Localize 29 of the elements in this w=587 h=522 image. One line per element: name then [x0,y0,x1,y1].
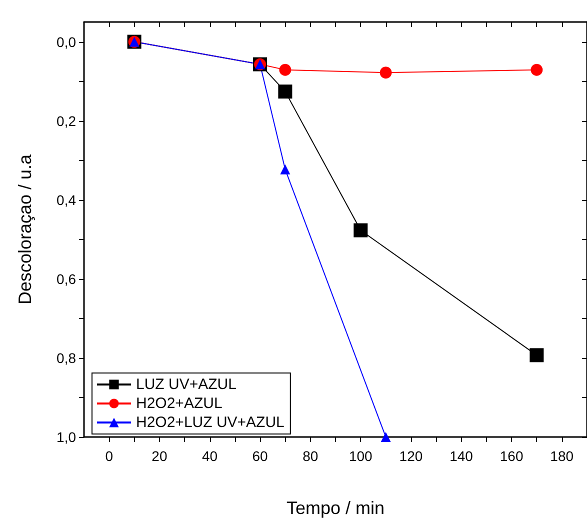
x-tick-label: 140 [450,448,474,464]
y-tick-label: 1,0 [56,429,76,445]
point [280,164,290,174]
legend-label: H2O2+AZUL [136,395,222,412]
point [380,66,392,79]
point [380,432,391,442]
y-tick-label: 0,4 [56,192,76,208]
point [279,64,292,76]
legend-label: H2O2+LUZ UV+AZUL [136,414,284,431]
x-tick-label: 80 [302,448,318,464]
y-tick-label: 0,0 [56,34,76,50]
x-tick-label: 180 [550,448,574,464]
x-tick-label: 40 [202,448,218,464]
y-tick-label: 0,8 [56,350,76,366]
x-tick-label: 60 [252,448,268,464]
x-tick-label: 0 [105,448,114,464]
legend-label: LUZ UV+AZUL [136,376,236,393]
x-tick-label: 160 [500,448,524,464]
point [354,223,368,238]
point [278,84,292,99]
x-tick-label: 100 [348,448,373,464]
x-tick-label: 120 [399,448,423,464]
point [530,64,543,76]
y-tick-label: 0,6 [56,270,76,287]
y-tick-label: 0,2 [56,112,76,129]
x-axis-title: Tempo / min [286,498,385,518]
y-axis-title: Descoloraçao / u.a [15,153,35,305]
x-tick-label: 20 [152,448,168,464]
point [530,348,544,362]
